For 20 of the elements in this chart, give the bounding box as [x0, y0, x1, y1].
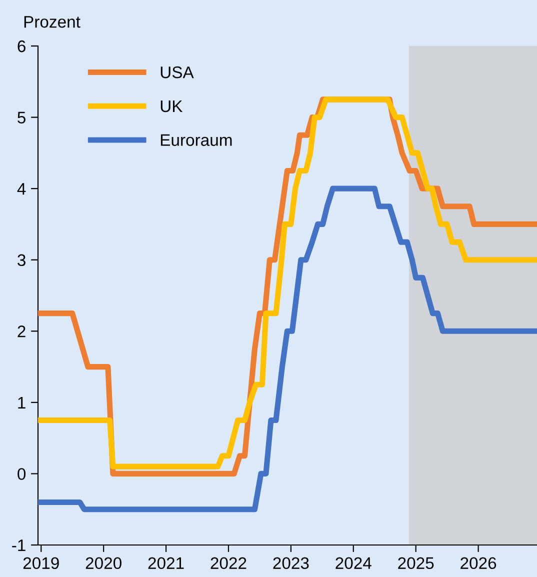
legend-label: UK [160, 100, 183, 112]
x-tick-label: 2023 [273, 557, 309, 570]
y-tick-label: 5 [18, 112, 26, 124]
x-tick-label: 2026 [460, 557, 496, 570]
x-tick-label: 2020 [86, 557, 122, 570]
x-tick-label: 2019 [23, 557, 59, 570]
legend-label: USA [160, 66, 194, 78]
y-tick-label: 1 [18, 397, 26, 408]
legend-label: Euroraum [160, 134, 232, 146]
x-tick-label: 2025 [398, 557, 434, 570]
y-axis-title: Prozent [24, 16, 80, 28]
y-tick-label: 4 [17, 183, 26, 195]
x-tick-label: 2022 [210, 557, 246, 570]
x-tick-label: 2024 [336, 557, 372, 570]
y-tick-label: 2 [18, 326, 26, 338]
y-tick-label: 6 [18, 40, 26, 52]
y-tick-label: 3 [18, 254, 26, 266]
x-tick-label: 2021 [148, 557, 184, 570]
y-tick-label: 0 [18, 468, 26, 480]
y-tick-label: -1 [12, 540, 26, 552]
